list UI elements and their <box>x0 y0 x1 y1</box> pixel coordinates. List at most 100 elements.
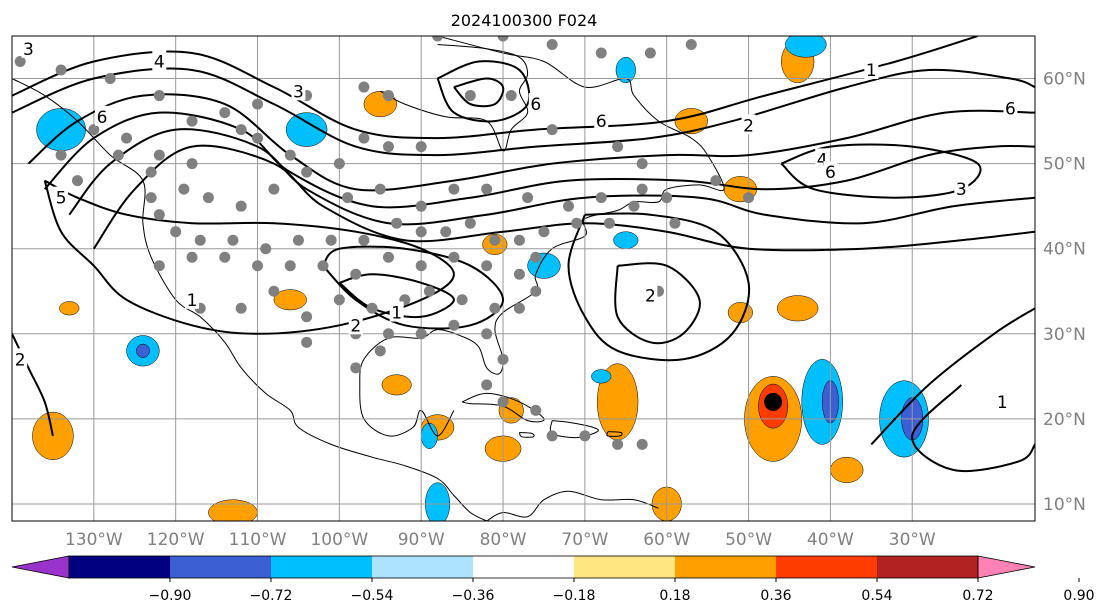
colorbar-segment <box>372 556 473 578</box>
station-marker <box>481 260 493 272</box>
coastline-layer <box>12 36 725 521</box>
colorbar-segment <box>473 556 574 578</box>
station-marker <box>382 90 394 102</box>
station-marker <box>145 166 157 178</box>
contour-label: 6 <box>97 108 108 128</box>
longitude-label: 70°W <box>561 530 608 550</box>
longitude-label: 110°W <box>229 530 287 550</box>
station-marker <box>612 141 624 153</box>
contour-label-background <box>528 93 543 114</box>
coastline <box>12 78 487 521</box>
contour-label-background <box>594 110 609 131</box>
station-marker <box>71 175 83 187</box>
longitude-label: 30°W <box>889 530 936 550</box>
station-marker <box>186 115 198 127</box>
colorbar-extend-high <box>977 555 1036 579</box>
colorbar-tick-label: 0.72 <box>962 588 993 604</box>
station-marker <box>186 158 198 170</box>
shaded-anomaly-region <box>830 456 864 483</box>
shaded-anomaly-region <box>776 295 819 322</box>
station-marker <box>546 39 558 51</box>
station-marker <box>219 251 231 263</box>
contour-label-background <box>823 161 838 182</box>
contour-label-background <box>95 105 110 126</box>
station-marker <box>669 217 681 229</box>
colorbar-tick-label: −0.72 <box>250 588 293 604</box>
station-marker <box>595 192 607 204</box>
station-marker <box>366 302 378 314</box>
contour-label-background <box>864 59 879 80</box>
station-marker <box>104 73 116 85</box>
contour-label: 1 <box>866 61 877 81</box>
station-marker <box>481 183 493 195</box>
colorbar-tick-label: 0.18 <box>659 588 690 604</box>
contour-label-background <box>389 301 404 322</box>
station-marker <box>489 302 501 314</box>
station-marker <box>219 107 231 119</box>
station-marker <box>432 36 444 42</box>
station-marker <box>415 226 427 238</box>
contour-label-background <box>643 284 658 305</box>
station-marker <box>382 251 394 263</box>
station-marker <box>153 149 165 161</box>
coastline <box>606 431 623 437</box>
colorbar-tick-label: −0.18 <box>553 588 596 604</box>
contour-label: 2 <box>645 287 656 307</box>
colorbar-segment <box>877 556 978 578</box>
contour-line <box>68 128 1035 226</box>
longitude-label: 50°W <box>725 530 772 550</box>
contour-label-background <box>741 114 756 135</box>
station-marker <box>292 234 304 246</box>
contour-label: 2 <box>15 350 26 370</box>
station-marker <box>121 132 133 144</box>
latitude-labels: 10°N 20°N 30°N 40°N 50°N 60°N <box>1043 70 1086 515</box>
contour-line <box>43 111 1035 209</box>
latitude-label: 50°N <box>1043 155 1086 175</box>
storm-center-marker <box>764 392 783 411</box>
contour-line <box>453 77 505 108</box>
colorbar-segment <box>574 556 675 578</box>
station-marker <box>186 251 198 263</box>
contour-label-background <box>152 50 167 71</box>
contour-line <box>43 179 455 335</box>
shaded-anomaly-region <box>59 301 80 316</box>
station-marker <box>415 141 427 153</box>
station-marker <box>55 64 67 76</box>
shaded-anomaly-region <box>615 57 636 84</box>
station-marker <box>579 430 591 442</box>
station-marker <box>235 302 247 314</box>
longitude-label: 90°W <box>398 530 445 550</box>
station-marker <box>685 39 697 51</box>
station-marker <box>636 158 648 170</box>
map-border <box>11 35 1036 522</box>
contour-label: 1 <box>391 304 402 324</box>
station-marker <box>530 251 542 263</box>
longitude-labels: 130°W 120°W 110°W 100°W 90°W 80°W 70°W 60°W 50°W… <box>65 530 936 550</box>
contour-line <box>780 143 982 199</box>
station-marker <box>391 217 403 229</box>
station-marker <box>448 319 460 331</box>
station-marker <box>88 124 100 136</box>
station-marker <box>530 285 542 297</box>
contour-line <box>614 262 701 345</box>
station-marker <box>743 192 755 204</box>
station-marker <box>595 47 607 59</box>
contour-line <box>12 67 1035 157</box>
colorbar-segment <box>69 556 170 578</box>
station-marker <box>546 124 558 136</box>
contour-label: 6 <box>596 112 607 132</box>
contour-label: 3 <box>23 40 34 60</box>
station-marker <box>538 226 550 238</box>
station-marker <box>415 200 427 212</box>
station-marker <box>153 209 165 221</box>
longitude-label: 100°W <box>310 530 368 550</box>
coastline <box>461 392 545 423</box>
station-marker <box>628 200 640 212</box>
station-marker <box>522 192 534 204</box>
station-marker <box>252 132 264 144</box>
station-marker <box>513 268 525 280</box>
station-marker <box>268 285 280 297</box>
station-marker <box>260 243 272 255</box>
station-marker <box>440 226 452 238</box>
station-marker <box>644 47 656 59</box>
